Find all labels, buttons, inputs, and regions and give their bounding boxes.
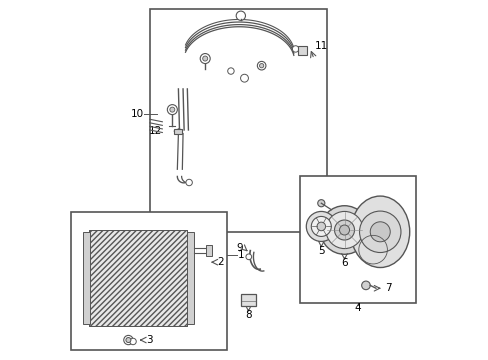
Bar [205, 245, 212, 256]
Circle shape [245, 254, 251, 260]
Bar [241, 294, 255, 306]
Circle shape [369, 222, 389, 242]
Bar [187, 232, 194, 324]
Text: 8: 8 [244, 310, 251, 320]
Bar [89, 230, 187, 327]
Circle shape [125, 338, 131, 342]
Circle shape [317, 200, 324, 207]
Circle shape [292, 46, 298, 52]
Bar [83, 232, 90, 324]
Text: 7: 7 [384, 283, 391, 293]
Text: 6: 6 [341, 258, 347, 268]
Circle shape [167, 105, 177, 114]
Bar [173, 129, 181, 134]
Circle shape [227, 68, 234, 74]
Circle shape [361, 281, 369, 290]
Bar [149, 9, 326, 232]
Circle shape [320, 206, 368, 254]
Bar [89, 230, 187, 327]
Circle shape [305, 211, 336, 242]
Circle shape [257, 62, 265, 70]
Circle shape [311, 216, 331, 237]
Text: 2: 2 [217, 257, 224, 267]
Circle shape [236, 11, 245, 21]
Text: 1: 1 [237, 250, 244, 260]
Text: 5: 5 [317, 246, 324, 256]
Text: 4: 4 [354, 302, 361, 312]
Circle shape [359, 211, 400, 252]
Circle shape [259, 64, 263, 68]
Circle shape [240, 74, 248, 82]
Text: 12: 12 [149, 126, 162, 136]
Circle shape [203, 56, 207, 61]
Circle shape [339, 225, 349, 235]
Circle shape [334, 220, 354, 240]
Bar [298, 46, 307, 55]
Circle shape [316, 222, 325, 231]
Text: 10: 10 [130, 109, 143, 118]
Circle shape [130, 338, 136, 345]
Circle shape [185, 179, 192, 186]
Ellipse shape [350, 196, 409, 267]
Text: 9: 9 [236, 243, 242, 253]
Circle shape [169, 107, 175, 112]
Bar [71, 212, 226, 350]
Text: 3: 3 [145, 335, 152, 345]
Circle shape [325, 211, 363, 249]
Circle shape [200, 54, 210, 64]
Bar [299, 176, 415, 303]
Text: 11: 11 [315, 41, 328, 51]
Circle shape [123, 336, 133, 345]
